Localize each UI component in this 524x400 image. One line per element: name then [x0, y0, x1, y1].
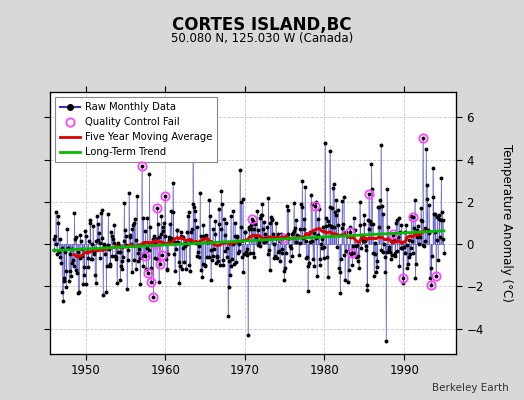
Legend: Raw Monthly Data, Quality Control Fail, Five Year Moving Average, Long-Term Tren: Raw Monthly Data, Quality Control Fail, …	[55, 97, 217, 162]
Text: 50.080 N, 125.030 W (Canada): 50.080 N, 125.030 W (Canada)	[171, 32, 353, 45]
Text: CORTES ISLAND,BC: CORTES ISLAND,BC	[172, 16, 352, 34]
Y-axis label: Temperature Anomaly (°C): Temperature Anomaly (°C)	[500, 144, 514, 302]
Text: Berkeley Earth: Berkeley Earth	[432, 383, 508, 393]
